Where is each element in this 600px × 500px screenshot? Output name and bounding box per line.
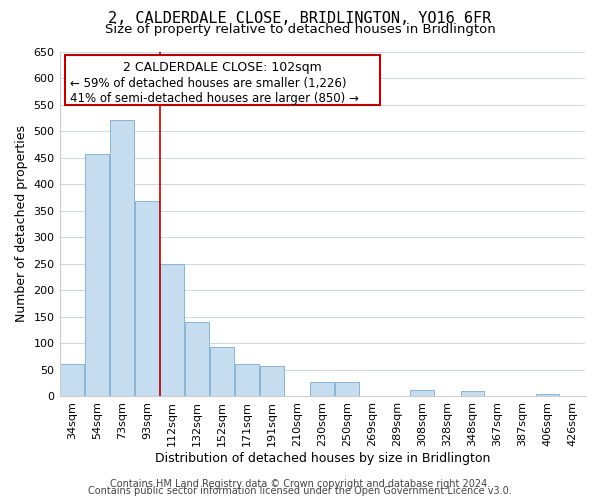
Bar bbox=[160, 264, 184, 396]
Bar bbox=[260, 366, 284, 396]
Bar bbox=[210, 347, 234, 397]
Text: ← 59% of detached houses are smaller (1,226): ← 59% of detached houses are smaller (1,… bbox=[70, 78, 347, 90]
Bar bbox=[410, 390, 434, 396]
Bar bbox=[536, 394, 559, 396]
Bar bbox=[310, 382, 334, 396]
Bar bbox=[185, 322, 209, 396]
Y-axis label: Number of detached properties: Number of detached properties bbox=[15, 126, 28, 322]
Bar bbox=[135, 200, 159, 396]
Text: Contains HM Land Registry data © Crown copyright and database right 2024.: Contains HM Land Registry data © Crown c… bbox=[110, 479, 490, 489]
Text: 41% of semi-detached houses are larger (850) →: 41% of semi-detached houses are larger (… bbox=[70, 92, 359, 105]
Text: Size of property relative to detached houses in Bridlington: Size of property relative to detached ho… bbox=[104, 22, 496, 36]
Text: 2, CALDERDALE CLOSE, BRIDLINGTON, YO16 6FR: 2, CALDERDALE CLOSE, BRIDLINGTON, YO16 6… bbox=[109, 11, 491, 26]
Text: 2 CALDERDALE CLOSE: 102sqm: 2 CALDERDALE CLOSE: 102sqm bbox=[123, 61, 322, 74]
Bar bbox=[110, 120, 134, 396]
X-axis label: Distribution of detached houses by size in Bridlington: Distribution of detached houses by size … bbox=[155, 452, 490, 465]
Bar bbox=[461, 391, 484, 396]
FancyBboxPatch shape bbox=[65, 55, 380, 105]
Bar bbox=[235, 364, 259, 396]
Text: Contains public sector information licensed under the Open Government Licence v3: Contains public sector information licen… bbox=[88, 486, 512, 496]
Bar bbox=[60, 364, 84, 396]
Bar bbox=[85, 154, 109, 396]
Bar bbox=[335, 382, 359, 396]
